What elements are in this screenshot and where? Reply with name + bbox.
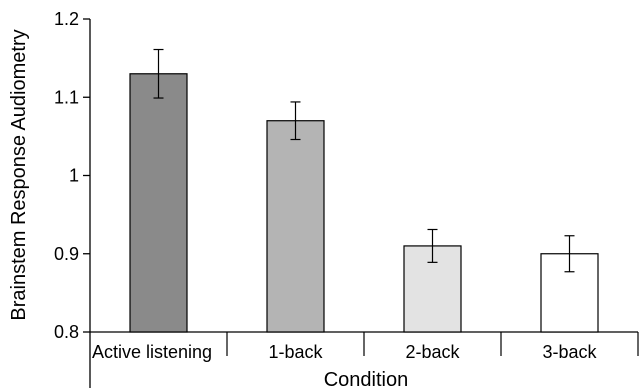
category-label: 3-back — [542, 342, 597, 362]
category-label: 1-back — [268, 342, 323, 362]
y-tick-label: 1.1 — [54, 87, 79, 107]
y-tick-label: 0.8 — [54, 322, 79, 342]
x-axis-title: Condition — [324, 369, 409, 391]
plot-area: 0.8 0.9 1 1.1 1.2 Active listening 1-back 2-bac… — [54, 9, 639, 388]
category-label: 2-back — [405, 342, 460, 362]
y-axis-title: Brainstem Response Audiometry — [8, 29, 30, 320]
category-label: Active listening — [92, 342, 212, 362]
bar — [129, 73, 188, 333]
y-tick-label: 1 — [69, 166, 79, 186]
y-tick-label: 1.2 — [54, 9, 79, 29]
y-tick-label: 0.9 — [54, 244, 79, 264]
bar — [266, 120, 325, 333]
